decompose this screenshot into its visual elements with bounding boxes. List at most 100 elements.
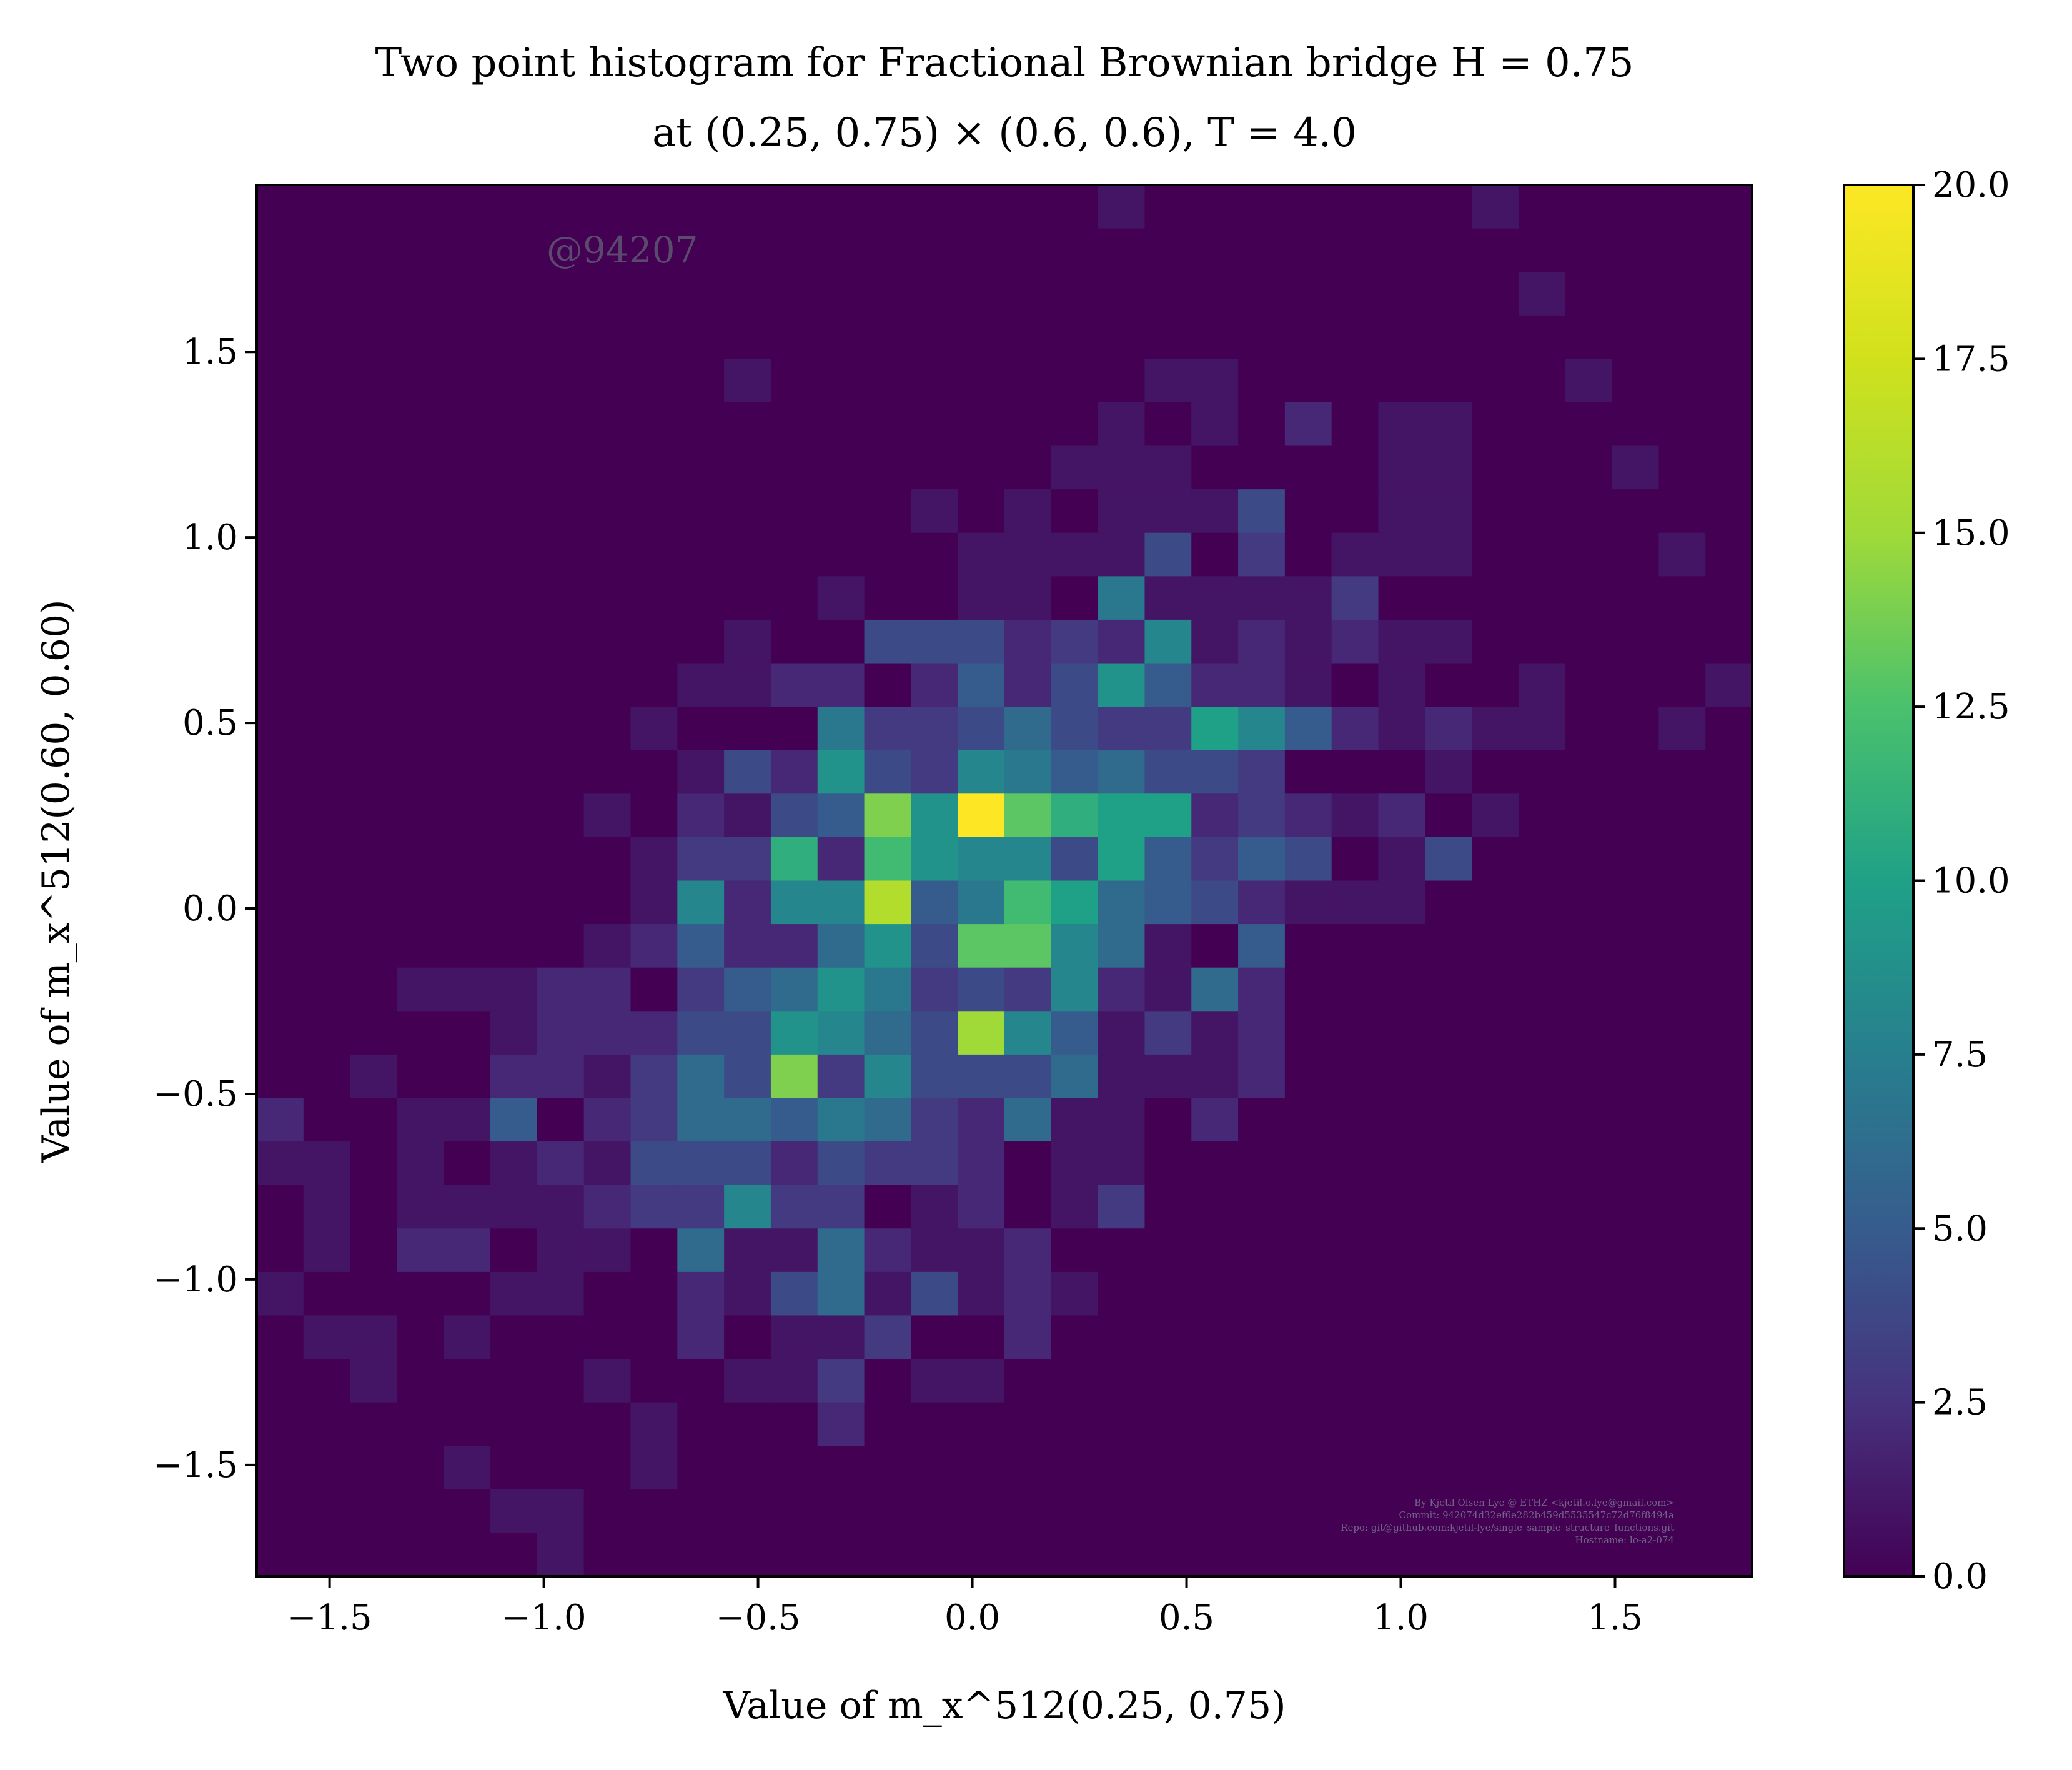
histogram-cell bbox=[1144, 793, 1192, 838]
histogram-cell bbox=[817, 750, 865, 794]
histogram-cell bbox=[770, 1315, 818, 1360]
histogram-cell bbox=[770, 185, 818, 229]
histogram-cell bbox=[1378, 359, 1425, 403]
histogram-cell bbox=[677, 1011, 725, 1055]
histogram-cell bbox=[1425, 228, 1472, 272]
histogram-cell bbox=[1331, 707, 1379, 751]
histogram-cell bbox=[490, 359, 538, 403]
histogram-cell bbox=[1425, 1011, 1472, 1055]
histogram-cell bbox=[770, 1185, 818, 1229]
histogram-cell bbox=[1004, 793, 1052, 838]
histogram-cell bbox=[864, 1054, 911, 1099]
histogram-cell bbox=[1472, 967, 1519, 1012]
histogram-cell bbox=[397, 1315, 444, 1360]
histogram-cell bbox=[1565, 185, 1613, 229]
histogram-cell bbox=[1705, 707, 1753, 751]
histogram-cell bbox=[1238, 967, 1286, 1012]
histogram-cell bbox=[397, 359, 444, 403]
histogram-cell bbox=[1331, 489, 1379, 534]
histogram-cell bbox=[1331, 532, 1379, 577]
histogram-cell bbox=[1378, 1359, 1425, 1403]
histogram-cell bbox=[1331, 619, 1379, 664]
histogram-cell bbox=[630, 576, 678, 620]
histogram-cell bbox=[1378, 489, 1425, 534]
histogram-cell bbox=[1472, 707, 1519, 751]
histogram-cell bbox=[1331, 1228, 1379, 1273]
histogram-cell bbox=[397, 1446, 444, 1490]
histogram-cell bbox=[1658, 1271, 1706, 1316]
histogram-cell bbox=[958, 1054, 1005, 1099]
histogram-cell bbox=[1144, 663, 1192, 707]
histogram-cell bbox=[864, 707, 911, 751]
histogram-cell bbox=[911, 1359, 958, 1403]
histogram-cell bbox=[583, 619, 632, 664]
histogram-cell bbox=[677, 1489, 725, 1533]
histogram-cell bbox=[1051, 1489, 1099, 1533]
histogram-cell bbox=[1004, 663, 1052, 707]
histogram-cell bbox=[1658, 1489, 1706, 1533]
histogram-cell bbox=[1051, 576, 1099, 620]
histogram-cell bbox=[1284, 619, 1332, 664]
histogram-cell bbox=[677, 185, 725, 229]
histogram-cell bbox=[677, 1315, 725, 1360]
histogram-cell bbox=[1331, 750, 1379, 794]
histogram-cell bbox=[397, 576, 444, 620]
histogram-cell bbox=[1378, 750, 1425, 794]
histogram-cell bbox=[1051, 793, 1099, 838]
histogram-cell bbox=[1238, 1359, 1286, 1403]
histogram-cell bbox=[350, 1315, 398, 1360]
histogram-cell bbox=[350, 1054, 398, 1099]
histogram-cell bbox=[490, 924, 538, 968]
histogram-cell bbox=[1284, 532, 1332, 577]
histogram-cell bbox=[350, 619, 398, 664]
histogram-cell bbox=[303, 315, 351, 359]
histogram-cell bbox=[397, 663, 444, 707]
histogram-cell bbox=[1425, 1098, 1472, 1142]
histogram-cell bbox=[1331, 445, 1379, 490]
histogram-cell bbox=[583, 924, 632, 968]
histogram-cell bbox=[1705, 1489, 1753, 1533]
histogram-cell bbox=[817, 880, 865, 925]
histogram-cell bbox=[1191, 532, 1239, 577]
histogram-cell bbox=[911, 315, 958, 359]
histogram-cell bbox=[583, 532, 632, 577]
histogram-cell bbox=[1425, 1315, 1472, 1360]
histogram-cell bbox=[911, 359, 958, 403]
histogram-cell bbox=[350, 793, 398, 838]
histogram-cell bbox=[1238, 402, 1286, 447]
histogram-cell bbox=[1518, 1402, 1566, 1446]
histogram-cell bbox=[724, 445, 771, 490]
histogram-cell bbox=[303, 1489, 351, 1533]
histogram-cell bbox=[583, 402, 632, 447]
histogram-cell bbox=[1518, 1228, 1566, 1273]
histogram-cell bbox=[490, 1533, 538, 1577]
histogram-cell bbox=[1472, 663, 1519, 707]
histogram-cell bbox=[724, 1011, 771, 1055]
histogram-cell bbox=[303, 359, 351, 403]
histogram-cell bbox=[724, 967, 771, 1012]
histogram-cell bbox=[911, 1185, 958, 1229]
histogram-cell bbox=[630, 532, 678, 577]
histogram-cell bbox=[770, 619, 818, 664]
histogram-cell bbox=[303, 445, 351, 490]
histogram-cell bbox=[770, 880, 818, 925]
histogram-cell bbox=[630, 619, 678, 664]
histogram-cell bbox=[1004, 272, 1052, 316]
histogram-cell bbox=[1565, 967, 1613, 1012]
histogram-cell bbox=[397, 402, 444, 447]
histogram-cell bbox=[1378, 837, 1425, 882]
histogram-cell bbox=[724, 750, 771, 794]
histogram-cell bbox=[1612, 1098, 1659, 1142]
histogram-cell bbox=[630, 1228, 678, 1273]
histogram-cell bbox=[1612, 359, 1659, 403]
histogram-cell bbox=[1658, 1054, 1706, 1099]
histogram-cell bbox=[630, 359, 678, 403]
histogram-cell bbox=[958, 1185, 1005, 1229]
histogram-cell bbox=[303, 663, 351, 707]
histogram-cell bbox=[911, 1141, 958, 1186]
histogram-cell bbox=[1565, 663, 1613, 707]
histogram-cell bbox=[1284, 1185, 1332, 1229]
histogram-cell bbox=[1284, 837, 1332, 882]
histogram-cell bbox=[1705, 1402, 1753, 1446]
histogram-cell bbox=[303, 967, 351, 1012]
